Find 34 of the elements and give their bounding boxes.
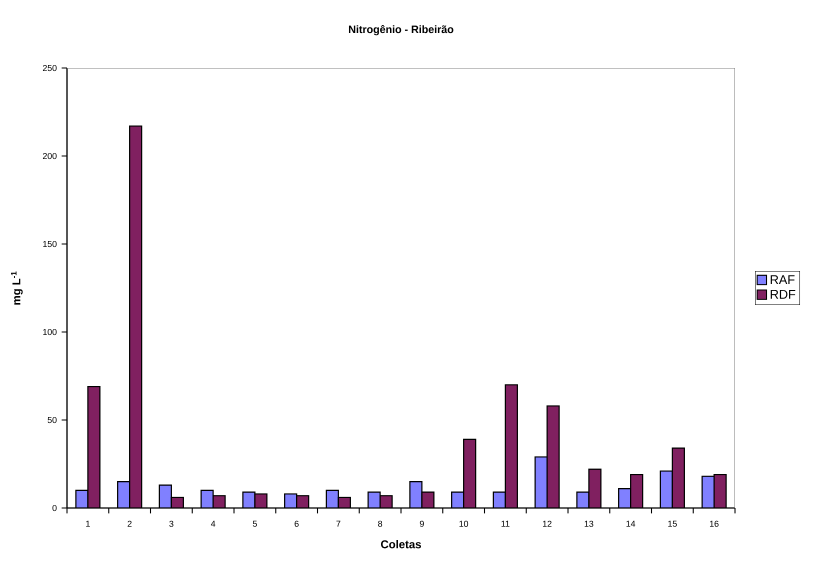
x-tick-label: 1 — [86, 520, 90, 527]
y-tick-label: 150 — [43, 240, 57, 248]
x-tick-label: 9 — [420, 520, 424, 527]
x-tick-label: 16 — [710, 520, 719, 527]
x-axis-title: Coletas — [380, 540, 422, 548]
x-tick-label: 5 — [252, 520, 257, 527]
y-tick-label: 50 — [48, 416, 57, 424]
y-tick-label: 250 — [42, 64, 57, 72]
y-axis-title: mg L$^{-1}$ — [11, 272, 23, 305]
x-tick-label: 15 — [668, 520, 677, 527]
x-tick-label: 3 — [169, 520, 174, 527]
x-tick-label: 8 — [378, 520, 382, 527]
x-tick-label: 12 — [542, 520, 552, 527]
x-tick-label: 13 — [584, 520, 594, 527]
x-tick-label: 10 — [459, 520, 468, 527]
y-tick-label: 0 — [52, 504, 57, 512]
x-tick-label: 4 — [210, 520, 216, 527]
x-tick-label: 7 — [336, 520, 340, 527]
x-tick-label: 11 — [502, 520, 510, 527]
chart-title: Nitrogênio - Ribeirão — [348, 25, 454, 36]
bar — [88, 386, 100, 508]
bar — [505, 384, 518, 508]
x-tick-label: 14 — [626, 520, 636, 527]
legend-label: RDF — [770, 290, 796, 299]
bar — [535, 456, 548, 508]
bar — [130, 126, 142, 508]
y-tick-label: 100 — [43, 328, 57, 336]
legend-label: RAF — [770, 275, 795, 284]
y-tick-label: 200 — [42, 152, 57, 160]
x-tick-label: 2 — [128, 520, 132, 527]
bar — [547, 406, 560, 508]
bar — [464, 439, 476, 508]
x-tick-label: 6 — [294, 520, 299, 527]
bar — [672, 448, 684, 508]
